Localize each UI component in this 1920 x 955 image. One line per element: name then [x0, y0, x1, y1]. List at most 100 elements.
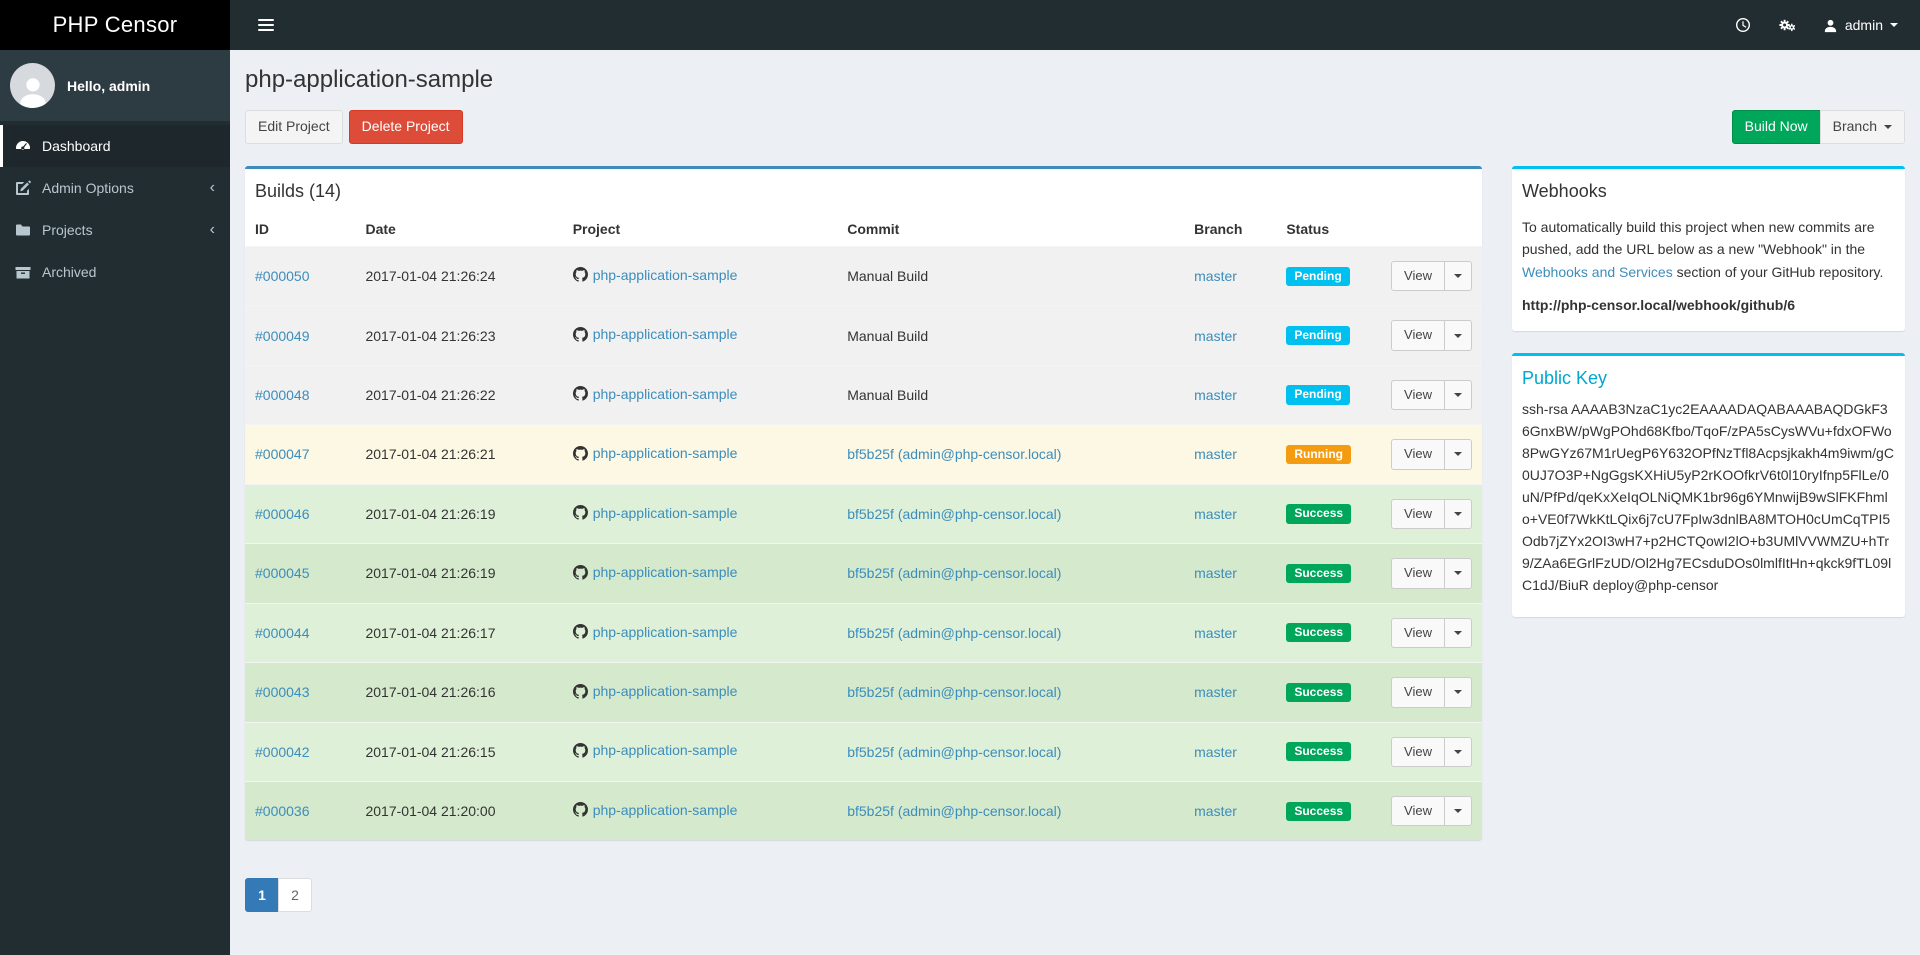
build-id-link[interactable]: #000042: [255, 743, 310, 760]
branch-link[interactable]: master: [1194, 387, 1237, 403]
webhooks-and-services-link[interactable]: Webhooks and Services: [1522, 263, 1673, 280]
sidebar-item-admin-options[interactable]: Admin Options ‹: [0, 167, 230, 209]
view-dropdown-toggle[interactable]: [1443, 795, 1472, 827]
view-dropdown-toggle[interactable]: [1443, 736, 1472, 767]
pagination-page-2[interactable]: 2: [278, 878, 312, 913]
project-link[interactable]: php-application-sample: [572, 683, 737, 699]
caret-down-icon: [1453, 749, 1462, 754]
build-commit[interactable]: bf5b25f (admin@php-censor.local): [847, 743, 1062, 760]
project-link[interactable]: php-application-sample: [572, 267, 737, 283]
view-button[interactable]: View: [1391, 379, 1445, 411]
project-link[interactable]: php-application-sample: [572, 505, 737, 521]
column-header-date: Date: [355, 211, 563, 247]
edit-project-button[interactable]: Edit Project: [245, 110, 343, 144]
branch-link[interactable]: master: [1194, 565, 1237, 582]
caret-down-icon: [1453, 809, 1462, 814]
branch-link[interactable]: master: [1194, 446, 1237, 463]
project-link[interactable]: php-application-sample: [572, 742, 737, 758]
view-button[interactable]: View: [1391, 677, 1445, 708]
table-row: #000047 2017-01-04 21:26:21 php-applicat…: [245, 424, 1482, 485]
view-dropdown-toggle[interactable]: [1443, 677, 1472, 708]
build-date: 2017-01-04 21:26:22: [355, 364, 563, 425]
view-dropdown-toggle[interactable]: [1443, 379, 1472, 411]
caret-down-icon: [1453, 511, 1462, 516]
branch-link[interactable]: master: [1194, 803, 1237, 820]
caret-down-icon: [1453, 452, 1462, 457]
project-link[interactable]: php-application-sample: [572, 802, 737, 818]
project-link[interactable]: php-application-sample: [572, 326, 737, 342]
build-commit: Manual Build: [847, 268, 929, 285]
folder-icon: [15, 222, 32, 238]
build-id-link[interactable]: #000046: [255, 505, 310, 522]
view-dropdown-toggle[interactable]: [1443, 439, 1472, 470]
delete-project-button[interactable]: Delete Project: [348, 110, 463, 144]
sidebar-item-projects[interactable]: Projects ‹: [0, 209, 230, 251]
view-dropdown-toggle[interactable]: [1443, 617, 1472, 649]
branch-link[interactable]: master: [1194, 743, 1237, 760]
build-commit[interactable]: bf5b25f (admin@php-censor.local): [847, 446, 1062, 463]
view-button[interactable]: View: [1391, 439, 1445, 470]
branch-dropdown-button[interactable]: Branch: [1819, 110, 1905, 144]
build-id-link[interactable]: #000047: [255, 446, 310, 463]
build-id-link[interactable]: #000049: [255, 327, 310, 344]
table-row: #000043 2017-01-04 21:26:16 php-applicat…: [245, 662, 1482, 722]
table-row: #000042 2017-01-04 21:26:15 php-applicat…: [245, 721, 1482, 782]
view-button[interactable]: View: [1391, 617, 1445, 649]
view-dropdown-toggle[interactable]: [1443, 260, 1472, 292]
build-commit[interactable]: bf5b25f (admin@php-censor.local): [847, 684, 1062, 701]
archive-icon: [15, 264, 32, 280]
build-id-link[interactable]: #000044: [255, 624, 310, 641]
build-commit[interactable]: bf5b25f (admin@php-censor.local): [847, 803, 1062, 820]
build-id-link[interactable]: #000045: [255, 565, 310, 582]
sidebar: PHP Censor Hello, admin Dashboard: [0, 0, 230, 955]
view-button[interactable]: View: [1391, 795, 1445, 827]
user-menu[interactable]: admin: [1809, 0, 1912, 50]
project-link[interactable]: php-application-sample: [572, 623, 738, 640]
pagination-page-1[interactable]: 1: [245, 878, 279, 913]
build-commit[interactable]: bf5b25f (admin@php-censor.local): [847, 624, 1062, 641]
branch-link[interactable]: master: [1194, 505, 1237, 522]
build-id-link[interactable]: #000048: [255, 387, 310, 403]
build-date: 2017-01-04 21:26:17: [355, 602, 563, 663]
avatar: [10, 63, 55, 108]
builds-box: Builds (14) ID Date: [245, 165, 1482, 841]
build-now-button[interactable]: Build Now: [1731, 110, 1821, 144]
build-commit[interactable]: bf5b25f (admin@php-censor.local): [847, 565, 1062, 582]
build-id-link[interactable]: #000043: [255, 684, 310, 701]
github-icon: [572, 742, 588, 758]
table-row: #000045 2017-01-04 21:26:19 php-applicat…: [245, 543, 1482, 604]
branch-link[interactable]: master: [1194, 684, 1237, 701]
builds-table: ID Date Project Commit Branch Status: [245, 211, 1482, 841]
view-button[interactable]: View: [1391, 260, 1445, 292]
build-commit[interactable]: bf5b25f (admin@php-censor.local): [847, 505, 1062, 522]
sidebar-item-archived[interactable]: Archived: [0, 251, 230, 293]
view-button[interactable]: View: [1391, 498, 1445, 530]
branch-link[interactable]: master: [1194, 327, 1237, 344]
sidebar-item-dashboard[interactable]: Dashboard: [0, 125, 230, 167]
branch-link[interactable]: master: [1194, 624, 1237, 641]
build-date: 2017-01-04 21:20:00: [355, 780, 563, 841]
sidebar-toggle-button[interactable]: [246, 9, 286, 41]
view-button[interactable]: View: [1391, 558, 1445, 589]
project-link[interactable]: php-application-sample: [572, 445, 737, 461]
user-silhouette-icon: [19, 78, 46, 108]
view-dropdown-toggle[interactable]: [1443, 498, 1472, 530]
build-id-link[interactable]: #000036: [255, 803, 310, 820]
pencil-square-icon: [15, 180, 32, 196]
project-link-label: php-application-sample: [592, 623, 738, 640]
view-dropdown-toggle[interactable]: [1443, 320, 1472, 351]
project-link[interactable]: php-application-sample: [572, 564, 737, 580]
clock-icon[interactable]: [1721, 0, 1765, 50]
cogs-icon[interactable]: [1765, 0, 1809, 50]
view-button[interactable]: View: [1391, 736, 1445, 767]
top-navbar: admin: [230, 0, 1920, 50]
brand-logo[interactable]: PHP Censor: [0, 0, 230, 50]
webhooks-title: Webhooks: [1522, 180, 1607, 201]
view-button[interactable]: View: [1391, 320, 1445, 351]
caret-down-icon: [1453, 690, 1462, 695]
build-id-link[interactable]: #000050: [255, 268, 310, 285]
branch-link[interactable]: master: [1194, 268, 1237, 285]
status-badge: Running: [1286, 444, 1351, 465]
view-dropdown-toggle[interactable]: [1443, 558, 1472, 589]
project-link[interactable]: php-application-sample: [572, 386, 737, 402]
